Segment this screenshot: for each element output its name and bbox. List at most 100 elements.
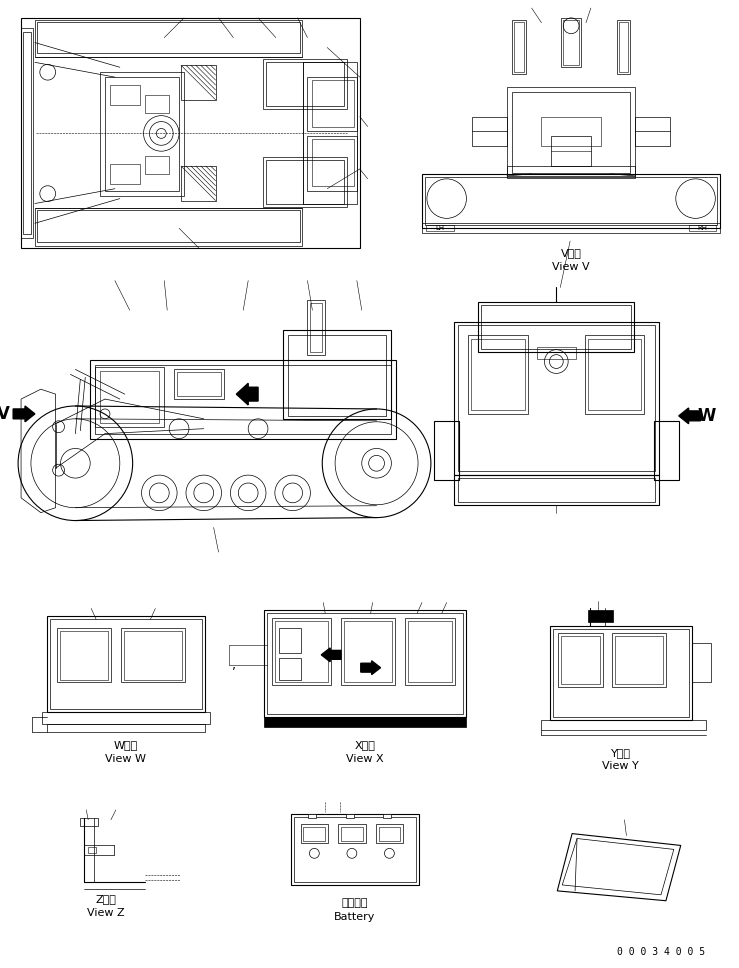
Bar [47, 724, 205, 732]
Bar [507, 87, 636, 176]
Bar [422, 174, 721, 228]
Bar [50, 620, 202, 710]
Text: View V: View V [552, 261, 590, 272]
Bar [654, 421, 678, 480]
Bar [636, 116, 670, 146]
Bar [287, 335, 386, 416]
Bar [301, 824, 328, 843]
Bar [272, 619, 331, 685]
Bar [47, 617, 205, 712]
Bar [507, 166, 636, 178]
Bar [689, 226, 716, 231]
Bar [90, 359, 396, 439]
Bar [457, 478, 655, 501]
Bar [692, 643, 712, 682]
Bar [307, 77, 357, 132]
Text: View Y: View Y [602, 762, 639, 771]
Bar [174, 370, 223, 399]
Bar [422, 224, 721, 233]
Bar [304, 827, 325, 840]
Bar [425, 177, 718, 226]
Bar [615, 636, 663, 684]
Bar [293, 817, 416, 882]
Text: Y　視: Y 視 [610, 747, 630, 758]
Bar [100, 372, 160, 423]
Bar [313, 80, 354, 127]
Bar [454, 322, 659, 475]
Text: バッテリ: バッテリ [341, 897, 368, 908]
Bar [341, 827, 363, 840]
Bar [558, 633, 603, 687]
Bar [612, 633, 666, 687]
Bar [177, 373, 220, 396]
Bar [542, 116, 601, 146]
Text: LH: LH [435, 226, 444, 231]
Bar [540, 720, 706, 730]
Bar [338, 824, 366, 843]
Bar [21, 17, 360, 248]
Bar [60, 631, 108, 680]
Bar [35, 208, 302, 246]
Bar [120, 628, 185, 682]
Bar [585, 335, 644, 414]
FancyArrow shape [678, 408, 701, 424]
FancyArrow shape [13, 406, 35, 422]
Bar [279, 628, 301, 652]
Bar [346, 814, 354, 818]
Text: View X: View X [346, 753, 384, 764]
Bar [23, 32, 31, 234]
Bar [563, 20, 579, 65]
Bar [308, 814, 316, 818]
Bar [100, 73, 184, 196]
Bar [514, 22, 524, 73]
Bar [279, 658, 301, 680]
Bar [310, 303, 322, 351]
Bar [95, 368, 164, 427]
Bar [283, 330, 392, 419]
Bar [42, 712, 210, 724]
Bar [478, 302, 634, 351]
Bar [110, 164, 140, 184]
Bar [561, 17, 581, 67]
Bar [344, 621, 392, 682]
Bar [302, 62, 357, 203]
Text: Battery: Battery [334, 912, 375, 922]
Text: View W: View W [105, 753, 146, 764]
Bar [57, 628, 111, 682]
Bar [145, 95, 169, 112]
Bar [263, 157, 347, 206]
FancyArrow shape [321, 648, 341, 662]
Bar [512, 20, 525, 75]
Bar [405, 619, 454, 685]
Text: RH: RH [698, 226, 707, 231]
Circle shape [369, 455, 384, 471]
Bar [408, 621, 452, 682]
Bar [264, 611, 466, 717]
Text: W: W [697, 407, 715, 425]
Bar [307, 136, 357, 191]
Bar [95, 365, 392, 434]
Text: Z　視: Z 視 [95, 893, 117, 904]
Bar [123, 631, 182, 680]
Bar [35, 20, 302, 57]
Bar [181, 166, 216, 200]
Text: W　視: W 視 [114, 740, 138, 749]
Bar [266, 160, 344, 203]
Text: View Z: View Z [87, 908, 125, 918]
FancyArrow shape [361, 661, 381, 675]
Bar [551, 626, 692, 720]
Bar [481, 305, 631, 348]
Text: 0 0 0 3 4 0 0 5: 0 0 0 3 4 0 0 5 [617, 947, 706, 957]
Bar [375, 824, 403, 843]
Bar [37, 22, 299, 53]
Bar [554, 629, 689, 717]
Bar [537, 347, 576, 358]
Bar [454, 475, 659, 504]
Bar [313, 139, 354, 186]
Bar [105, 77, 179, 191]
Bar [588, 339, 641, 409]
Text: V　視: V 視 [561, 248, 582, 257]
Bar [471, 339, 525, 409]
Bar [378, 827, 401, 840]
Bar [290, 814, 419, 885]
